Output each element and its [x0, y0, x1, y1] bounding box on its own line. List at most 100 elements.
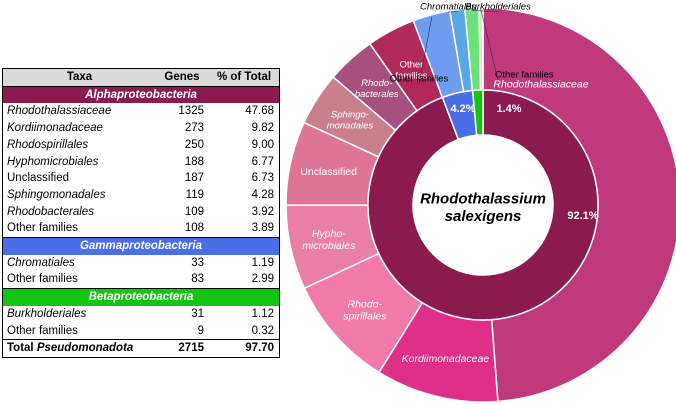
inner-label-gammaproteobacteria: 4.2%: [450, 103, 475, 115]
genes-cell: 1325: [178, 105, 204, 118]
outer-label-sphingomonadales: Sphingo-monadales: [327, 110, 374, 132]
outer-label-hyphomicrobiales-line: microbiales: [302, 240, 356, 252]
outer-label-unclassified-line: Unclassified: [300, 166, 357, 178]
center-species-label: Rhodothalassium salexigens: [420, 191, 546, 225]
percent-cell: 9.00: [251, 138, 274, 151]
outer-label-rhodothalassiaceae-line: Rhodothalassiaceae: [493, 79, 588, 91]
leader-line: [471, 10, 499, 13]
leader-line: [480, 9, 499, 81]
table-row: Other families 83 2.99: [2, 271, 280, 290]
total-prefix: Total: [7, 342, 37, 355]
table-row: Burkholderiales 31 1.12: [3, 306, 280, 323]
table-row: Unclassified 187 6.73: [3, 170, 280, 187]
percent-cell: 1.19: [251, 256, 274, 269]
table-row: Other families 9 0.32: [2, 322, 280, 341]
table-row: Rhodobacterales 109 3.92: [3, 204, 280, 221]
inner-label-betaproteobacteria: 1.4%: [496, 103, 521, 115]
taxon-cell: Other families: [2, 322, 156, 341]
taxa-table-body: Taxa Genes% of Total Alphaproteobacteria Rh…: [2, 68, 280, 358]
outer-label-other-families-line: Other families: [390, 73, 449, 84]
taxa-table: Taxa Genes% of Total Alphaproteobacteria Rh…: [2, 68, 280, 358]
outer-label-chromatiales: Chromatiales: [420, 1, 476, 12]
total-genes: 2715: [156, 339, 210, 358]
percent-cell: 6.73: [251, 172, 274, 185]
group-header: Alphaproteobacteria: [2, 86, 280, 104]
taxon-cell: Other families: [2, 220, 156, 239]
genes-cell: 31: [191, 307, 204, 320]
table-row: Chromatiales 33 1.19: [3, 255, 280, 272]
percent-cell: 47.68: [245, 105, 274, 118]
inner-label-betaproteobacteria-line: 1.4%: [496, 103, 521, 115]
header-taxa: Taxa: [2, 68, 156, 87]
group-header-row: Gammaproteobacteria: [2, 237, 280, 255]
genes-cell: 188: [184, 155, 204, 168]
inner-slice-alphaproteobacteria: [367, 89, 599, 321]
total-label: Total Pseudomonadota: [2, 339, 156, 358]
inner-label-alphaproteobacteria: 92.1%: [567, 210, 598, 222]
inner-label-gammaproteobacteria-line: 4.2%: [450, 103, 475, 115]
outer-label-kordiimonadaceae: Kordiimonadaceae: [402, 353, 490, 365]
outer-label-other-families-line: families: [395, 71, 427, 82]
table-row: Kordiimonadaceae 273 9.82: [3, 120, 280, 137]
center-species-label-line: Rhodothalassium: [420, 191, 546, 208]
header-percent: % of Total: [210, 68, 280, 87]
outer-label-rhodobacterales-line: Rhodo-: [361, 78, 392, 89]
group-header-row: Betaproteobacteria: [2, 288, 280, 306]
outer-label-unclassified: Unclassified: [300, 166, 357, 178]
table-row: Rhodothalassiaceae 1325 47.68: [3, 103, 280, 120]
taxon-cell: Other families: [2, 271, 156, 290]
total-taxon: Pseudomonadota: [36, 342, 134, 355]
genes-cell: 187: [184, 172, 204, 185]
outer-label-kordiimonadaceae-line: Kordiimonadaceae: [402, 353, 490, 365]
table-row: Hyphomicrobiales 188 6.77: [3, 154, 280, 171]
genes-cell: 33: [191, 256, 204, 269]
donut-chart: Rhodothalassium salexigens 92.1% 4.2% 1.4% Rh…: [286, 1, 676, 403]
percent-cell: 3.92: [251, 205, 274, 218]
taxon-cell: Rhodothalassiaceae: [7, 105, 112, 118]
table-row: Rhodospirillales 250 9.00: [3, 137, 280, 154]
taxon-cell: Unclassified: [7, 172, 69, 185]
genes-cell: 119: [185, 188, 204, 201]
outer-label-rhodobacterales: Rhodo-bacterales: [355, 78, 399, 100]
inner-label-alphaproteobacteria-line: 92.1%: [567, 210, 598, 222]
group-header: Gammaproteobacteria: [2, 237, 280, 255]
percent-cell: 9.82: [251, 122, 274, 135]
outer-label-other-families: Other families: [395, 60, 427, 82]
outer-label-hyphomicrobiales-line: Hypho-: [312, 228, 346, 240]
percent-cell: 1.12: [251, 307, 274, 320]
outer-label-other-families-line: Other families: [495, 69, 554, 80]
genes-cell: 273: [184, 122, 204, 135]
outer-label-rhodobacterales-line: bacterales: [355, 89, 399, 100]
percent-cell: 3.89: [210, 220, 280, 239]
taxon-cell: Kordiimonadaceae: [7, 122, 103, 135]
outer-label-rhodothalassiaceae: Rhodothalassiaceae: [493, 79, 588, 91]
outer-label-other-families: Other families: [495, 69, 554, 80]
center-species-label-line: salexigens: [445, 208, 522, 225]
outer-label-burkholderiales-line: Burkholderiales: [465, 1, 531, 12]
taxon-cell: Sphingomonadales: [7, 188, 106, 201]
taxon-cell: Rhodospirillales: [7, 138, 89, 151]
outer-label-rhodospirillales-line: spirillales: [343, 311, 387, 323]
outer-label-burkholderiales: Burkholderiales: [465, 1, 531, 12]
outer-label-rhodospirillales-line: Rhodo-: [348, 298, 383, 310]
percent-cell: 0.32: [210, 322, 280, 341]
donut-center: [414, 136, 552, 274]
taxon-cell: Burkholderiales: [7, 307, 87, 320]
outer-label-rhodospirillales: Rhodo-spirillales: [343, 298, 387, 322]
outer-label-sphingomonadales-line: Sphingo-: [331, 110, 369, 121]
percent-cell: 2.99: [210, 271, 280, 290]
taxon-cell: Hyphomicrobiales: [7, 155, 99, 168]
outer-label-hyphomicrobiales: Hypho-microbiales: [302, 228, 356, 252]
total-percent: 97.70: [210, 339, 280, 358]
table-row: Sphingomonadales 119 4.28: [3, 187, 280, 204]
inner-slice-betaproteobacteria: [471, 89, 484, 137]
outer-label-chromatiales-line: Chromatiales: [420, 1, 476, 12]
taxon-cell: Rhodobacterales: [7, 205, 94, 218]
genes-cell: 108: [156, 220, 210, 239]
outer-label-other-families-line: Other: [400, 60, 424, 71]
taxon-cell: Chromatiales: [7, 256, 75, 269]
table-row: Other families 108 3.89: [2, 220, 280, 239]
outer-label-sphingomonadales-line: monadales: [327, 121, 374, 132]
total-row: Total Pseudomonadota 2715 97.70: [2, 339, 280, 358]
outer-label-other-families: Other families: [390, 73, 449, 84]
